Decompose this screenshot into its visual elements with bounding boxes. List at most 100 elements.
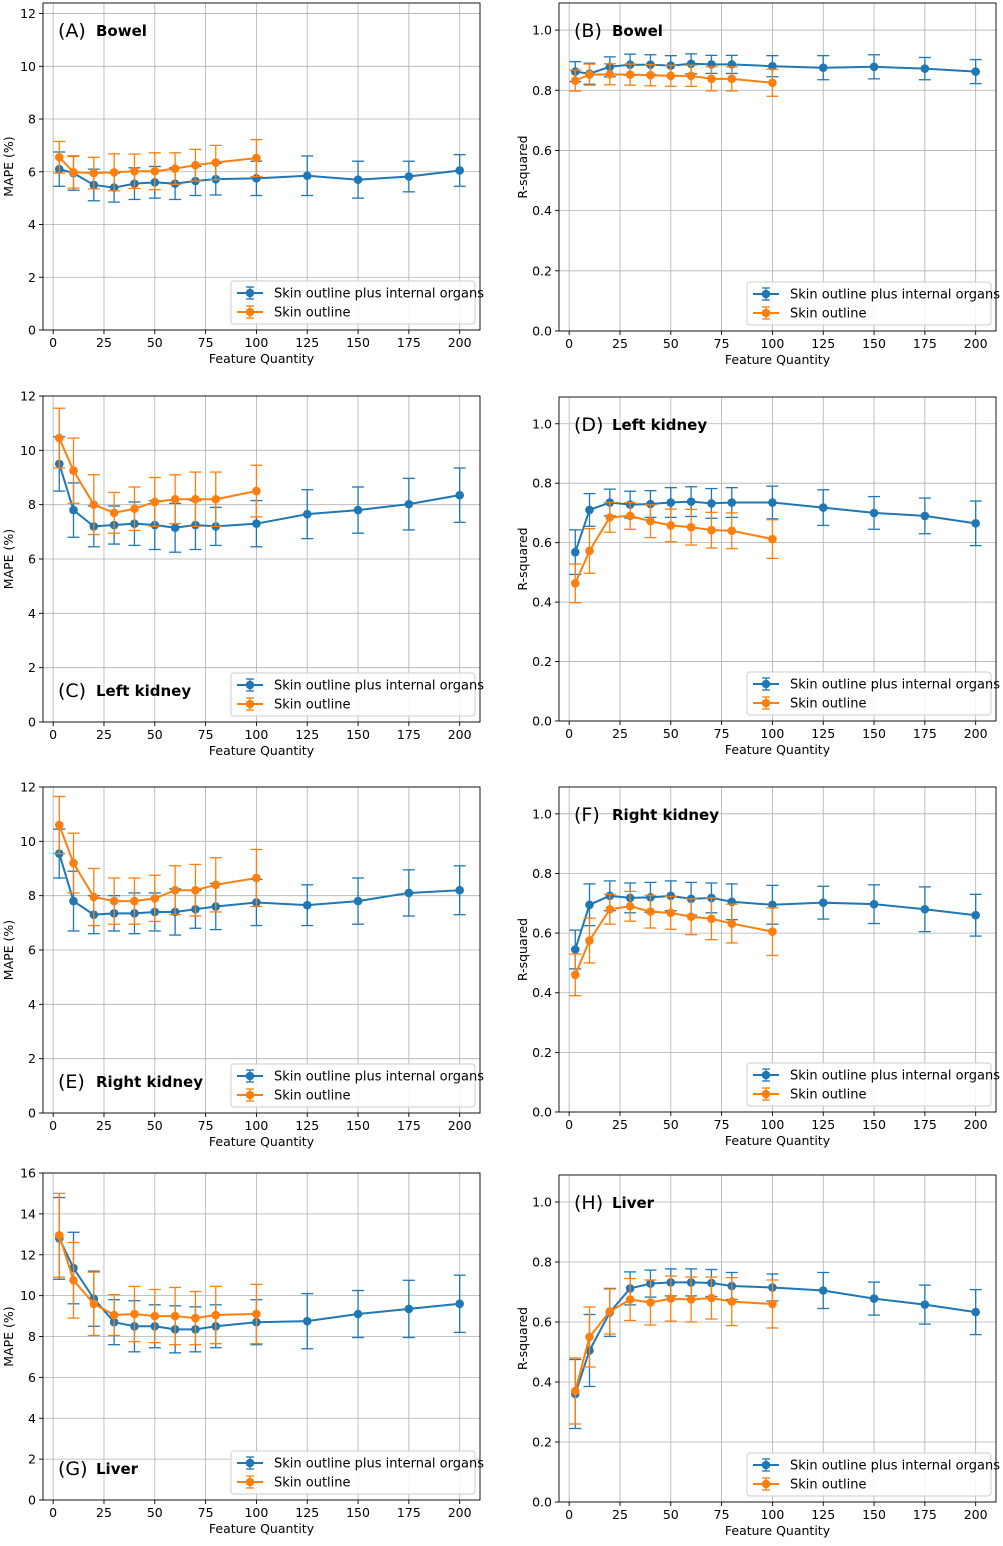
x-tick-label: 175 (397, 1118, 421, 1133)
data-point (69, 505, 78, 515)
x-tick-label: 75 (714, 1507, 730, 1522)
legend-label: Skin outline plus internal organs (274, 1070, 484, 1085)
data-point (686, 497, 696, 506)
data-point (109, 1310, 119, 1320)
series-line (574, 1296, 773, 1392)
data-point (727, 919, 737, 928)
legend-marker (245, 288, 255, 298)
x-tick-label: 25 (96, 1505, 112, 1520)
x-tick-label: 75 (714, 726, 730, 741)
data-point (971, 910, 980, 920)
y-tick-label: 2 (28, 660, 36, 675)
series-line (574, 73, 773, 84)
x-tick-label: 175 (913, 336, 937, 351)
x-tick-label: 150 (346, 1505, 370, 1520)
x-tick-label: 25 (612, 726, 628, 741)
data-point (666, 1294, 676, 1303)
data-point (455, 166, 464, 175)
data-point (130, 1309, 139, 1319)
chart-panel: 0 25 50 75 100 125 150 175 200 0 2 4 6 8 10 12 Feature Q… (1, 2, 484, 366)
x-tick-label: 100 (244, 727, 268, 742)
y-tick-label: 0.6 (532, 535, 552, 550)
chart-panel: 0 25 50 75 100 125 150 175 200 0.0 0.2 0.4 0.6 0.8 1.0… (515, 396, 1000, 757)
y-tick-label: 0.0 (532, 714, 552, 729)
y-tick-label: 0.6 (532, 143, 552, 158)
data-point (89, 168, 99, 178)
x-tick-label: 150 (862, 1117, 886, 1132)
x-tick-label: 25 (96, 1118, 112, 1133)
y-tick-label: 0.8 (532, 866, 552, 881)
x-tick-label: 0 (49, 335, 57, 350)
panel-title: Right kidney (96, 1073, 203, 1091)
data-point (707, 1293, 716, 1303)
x-tick-label: 125 (811, 726, 835, 741)
legend: Skin outline plus internal organs Skin ou… (230, 1450, 484, 1495)
y-tick-label: 0.6 (532, 1315, 552, 1330)
y-tick-label: 8 (28, 1329, 36, 1344)
data-point (252, 1309, 261, 1319)
x-axis-label: Feature Quantity (725, 742, 831, 757)
data-point (353, 175, 363, 184)
data-point (768, 498, 777, 507)
legend-label: Skin outline plus internal organs (790, 1459, 1000, 1474)
data-point (585, 505, 594, 515)
series-line (58, 824, 257, 903)
legend-marker (761, 1460, 771, 1470)
data-point (920, 511, 930, 521)
panel-title: Liver (612, 1194, 655, 1212)
y-tick-label: 0.2 (532, 1045, 552, 1060)
y-tick-label: 0.4 (532, 595, 552, 610)
series-skin (569, 501, 779, 604)
panel-title: Right kidney (612, 806, 719, 824)
data-point (570, 970, 580, 980)
x-tick-label: 200 (964, 726, 988, 741)
data-point (191, 1313, 200, 1323)
y-tick-label: 0.8 (532, 83, 552, 98)
legend-marker (761, 1070, 771, 1080)
x-tick-label: 100 (760, 336, 784, 351)
legend-label: Skin outline plus internal organs (790, 678, 1000, 693)
data-point (170, 523, 180, 533)
chart-panel: 0 25 50 75 100 125 150 175 200 0 2 4 6 8 10 12 14 16 Featu… (1, 1166, 484, 1537)
x-axis-label: Feature Quantity (209, 743, 315, 758)
legend-marker (245, 1477, 255, 1487)
data-point (109, 508, 119, 518)
data-point (302, 509, 312, 519)
y-tick-label: 14 (20, 1206, 36, 1221)
series-line (58, 853, 460, 916)
data-point (707, 914, 716, 924)
data-point (869, 1294, 879, 1303)
x-tick-label: 200 (448, 727, 472, 742)
chart-panel: 0 25 50 75 100 125 150 175 200 0.0 0.2 0.4 0.6 0.8 1.0… (515, 2, 1000, 367)
y-tick-label: 12 (20, 1247, 36, 1262)
y-tick-label: 0.4 (532, 203, 552, 218)
data-point (625, 1295, 635, 1304)
panel-title: Bowel (96, 22, 147, 40)
legend-marker (761, 308, 771, 318)
data-point (404, 1304, 414, 1314)
data-point (150, 894, 160, 903)
x-tick-label: 200 (964, 336, 988, 351)
x-tick-label: 50 (147, 1505, 163, 1520)
data-point (570, 1386, 580, 1396)
x-tick-label: 200 (448, 1118, 472, 1133)
panel-label: (H) (574, 1192, 603, 1214)
data-point (54, 820, 64, 830)
data-point (920, 1300, 930, 1309)
x-axis-label: Feature Quantity (209, 351, 315, 366)
series-line (574, 500, 976, 553)
chart-panel: 0 25 50 75 100 125 150 175 200 0.0 0.2 0.4 0.6 0.8 1.0… (515, 1174, 1000, 1538)
data-point (869, 62, 879, 72)
data-point (54, 433, 64, 443)
y-axis-label: MAPE (%) (1, 529, 16, 589)
data-point (54, 152, 64, 162)
data-point (455, 885, 464, 895)
x-tick-label: 200 (964, 1117, 988, 1132)
data-point (605, 904, 615, 914)
y-tick-label: 2 (28, 1051, 36, 1066)
x-tick-label: 125 (295, 335, 319, 350)
legend-marker (761, 1089, 771, 1099)
legend-marker (245, 307, 255, 317)
y-tick-label: 0.2 (532, 654, 552, 669)
x-tick-label: 175 (913, 726, 937, 741)
